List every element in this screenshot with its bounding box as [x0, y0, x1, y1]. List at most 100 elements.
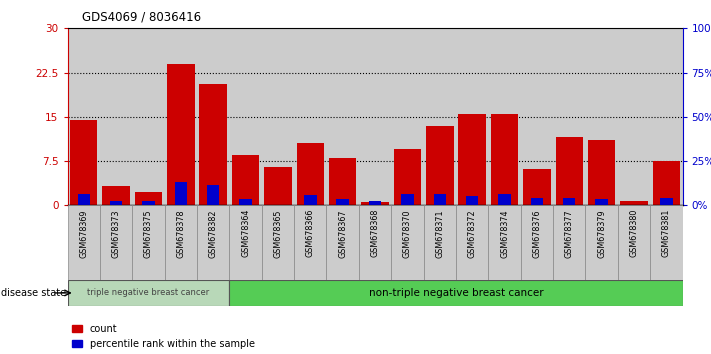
Bar	[110, 201, 122, 205]
FancyBboxPatch shape	[230, 205, 262, 280]
Text: GSM678379: GSM678379	[597, 209, 606, 258]
Bar	[134, 192, 162, 205]
FancyBboxPatch shape	[100, 205, 132, 280]
Text: non-triple negative breast cancer: non-triple negative breast cancer	[369, 288, 543, 298]
FancyBboxPatch shape	[165, 205, 197, 280]
Bar	[232, 155, 260, 205]
Bar	[650, 28, 683, 205]
FancyBboxPatch shape	[488, 205, 520, 280]
Bar	[424, 28, 456, 205]
Legend: count, percentile rank within the sample: count, percentile rank within the sample	[73, 324, 255, 349]
Bar	[434, 194, 446, 205]
FancyBboxPatch shape	[197, 205, 230, 280]
Bar	[391, 28, 424, 205]
FancyBboxPatch shape	[68, 280, 230, 306]
Bar	[530, 198, 543, 205]
Bar	[653, 161, 680, 205]
Bar	[70, 120, 97, 205]
Bar	[498, 194, 510, 205]
Bar	[563, 198, 575, 205]
Bar	[491, 114, 518, 205]
Text: GSM678368: GSM678368	[370, 209, 380, 257]
Bar	[264, 167, 292, 205]
Bar	[336, 199, 349, 205]
FancyBboxPatch shape	[326, 205, 359, 280]
FancyBboxPatch shape	[585, 205, 618, 280]
Bar	[230, 28, 262, 205]
Bar	[102, 187, 130, 205]
Bar	[456, 28, 488, 205]
Bar	[588, 141, 616, 205]
Text: GSM678367: GSM678367	[338, 209, 347, 258]
Bar	[553, 28, 585, 205]
Text: GSM678372: GSM678372	[468, 209, 476, 258]
Text: GSM678382: GSM678382	[209, 209, 218, 258]
Text: GSM678376: GSM678376	[533, 209, 541, 258]
Bar	[369, 201, 381, 205]
Bar	[132, 28, 165, 205]
Text: GSM678371: GSM678371	[435, 209, 444, 258]
Text: GSM678377: GSM678377	[565, 209, 574, 258]
Text: GSM678378: GSM678378	[176, 209, 186, 258]
FancyBboxPatch shape	[553, 205, 585, 280]
Bar	[488, 28, 520, 205]
FancyBboxPatch shape	[132, 205, 165, 280]
Bar	[175, 182, 187, 205]
Text: GDS4069 / 8036416: GDS4069 / 8036416	[82, 11, 201, 24]
Bar	[523, 169, 550, 205]
Text: GSM678380: GSM678380	[629, 209, 638, 257]
Bar	[100, 28, 132, 205]
Bar	[304, 195, 316, 205]
Bar	[326, 28, 359, 205]
Bar	[618, 28, 650, 205]
Bar	[200, 84, 227, 205]
Bar	[142, 201, 155, 205]
Bar	[426, 126, 454, 205]
FancyBboxPatch shape	[294, 205, 326, 280]
Bar	[207, 185, 220, 205]
Text: disease state: disease state	[1, 288, 66, 298]
Bar	[68, 28, 100, 205]
Bar	[197, 28, 230, 205]
Bar	[401, 194, 414, 205]
Text: GSM678381: GSM678381	[662, 209, 671, 257]
Bar	[167, 64, 195, 205]
Bar	[520, 28, 553, 205]
Bar	[165, 28, 197, 205]
Bar	[240, 199, 252, 205]
FancyBboxPatch shape	[618, 205, 650, 280]
Bar	[294, 28, 326, 205]
Bar	[262, 28, 294, 205]
Bar	[296, 143, 324, 205]
Bar	[466, 196, 479, 205]
Bar	[359, 28, 391, 205]
Bar	[555, 137, 583, 205]
FancyBboxPatch shape	[520, 205, 553, 280]
Bar	[585, 28, 618, 205]
FancyBboxPatch shape	[391, 205, 424, 280]
Text: GSM678366: GSM678366	[306, 209, 315, 257]
Bar	[329, 158, 356, 205]
Text: GSM678373: GSM678373	[112, 209, 121, 258]
Bar	[620, 201, 648, 205]
Text: GSM678375: GSM678375	[144, 209, 153, 258]
Bar	[394, 149, 421, 205]
Text: GSM678370: GSM678370	[403, 209, 412, 258]
Bar	[661, 198, 673, 205]
Bar	[459, 114, 486, 205]
Bar	[361, 202, 389, 205]
FancyBboxPatch shape	[456, 205, 488, 280]
FancyBboxPatch shape	[359, 205, 391, 280]
Text: triple negative breast cancer: triple negative breast cancer	[87, 289, 210, 297]
Text: GSM678369: GSM678369	[79, 209, 88, 258]
FancyBboxPatch shape	[262, 205, 294, 280]
FancyBboxPatch shape	[230, 280, 683, 306]
Text: GSM678365: GSM678365	[274, 209, 282, 258]
Bar	[595, 199, 608, 205]
FancyBboxPatch shape	[650, 205, 683, 280]
Text: GSM678364: GSM678364	[241, 209, 250, 257]
Text: GSM678374: GSM678374	[500, 209, 509, 258]
FancyBboxPatch shape	[68, 205, 100, 280]
Bar	[77, 194, 90, 205]
FancyBboxPatch shape	[424, 205, 456, 280]
